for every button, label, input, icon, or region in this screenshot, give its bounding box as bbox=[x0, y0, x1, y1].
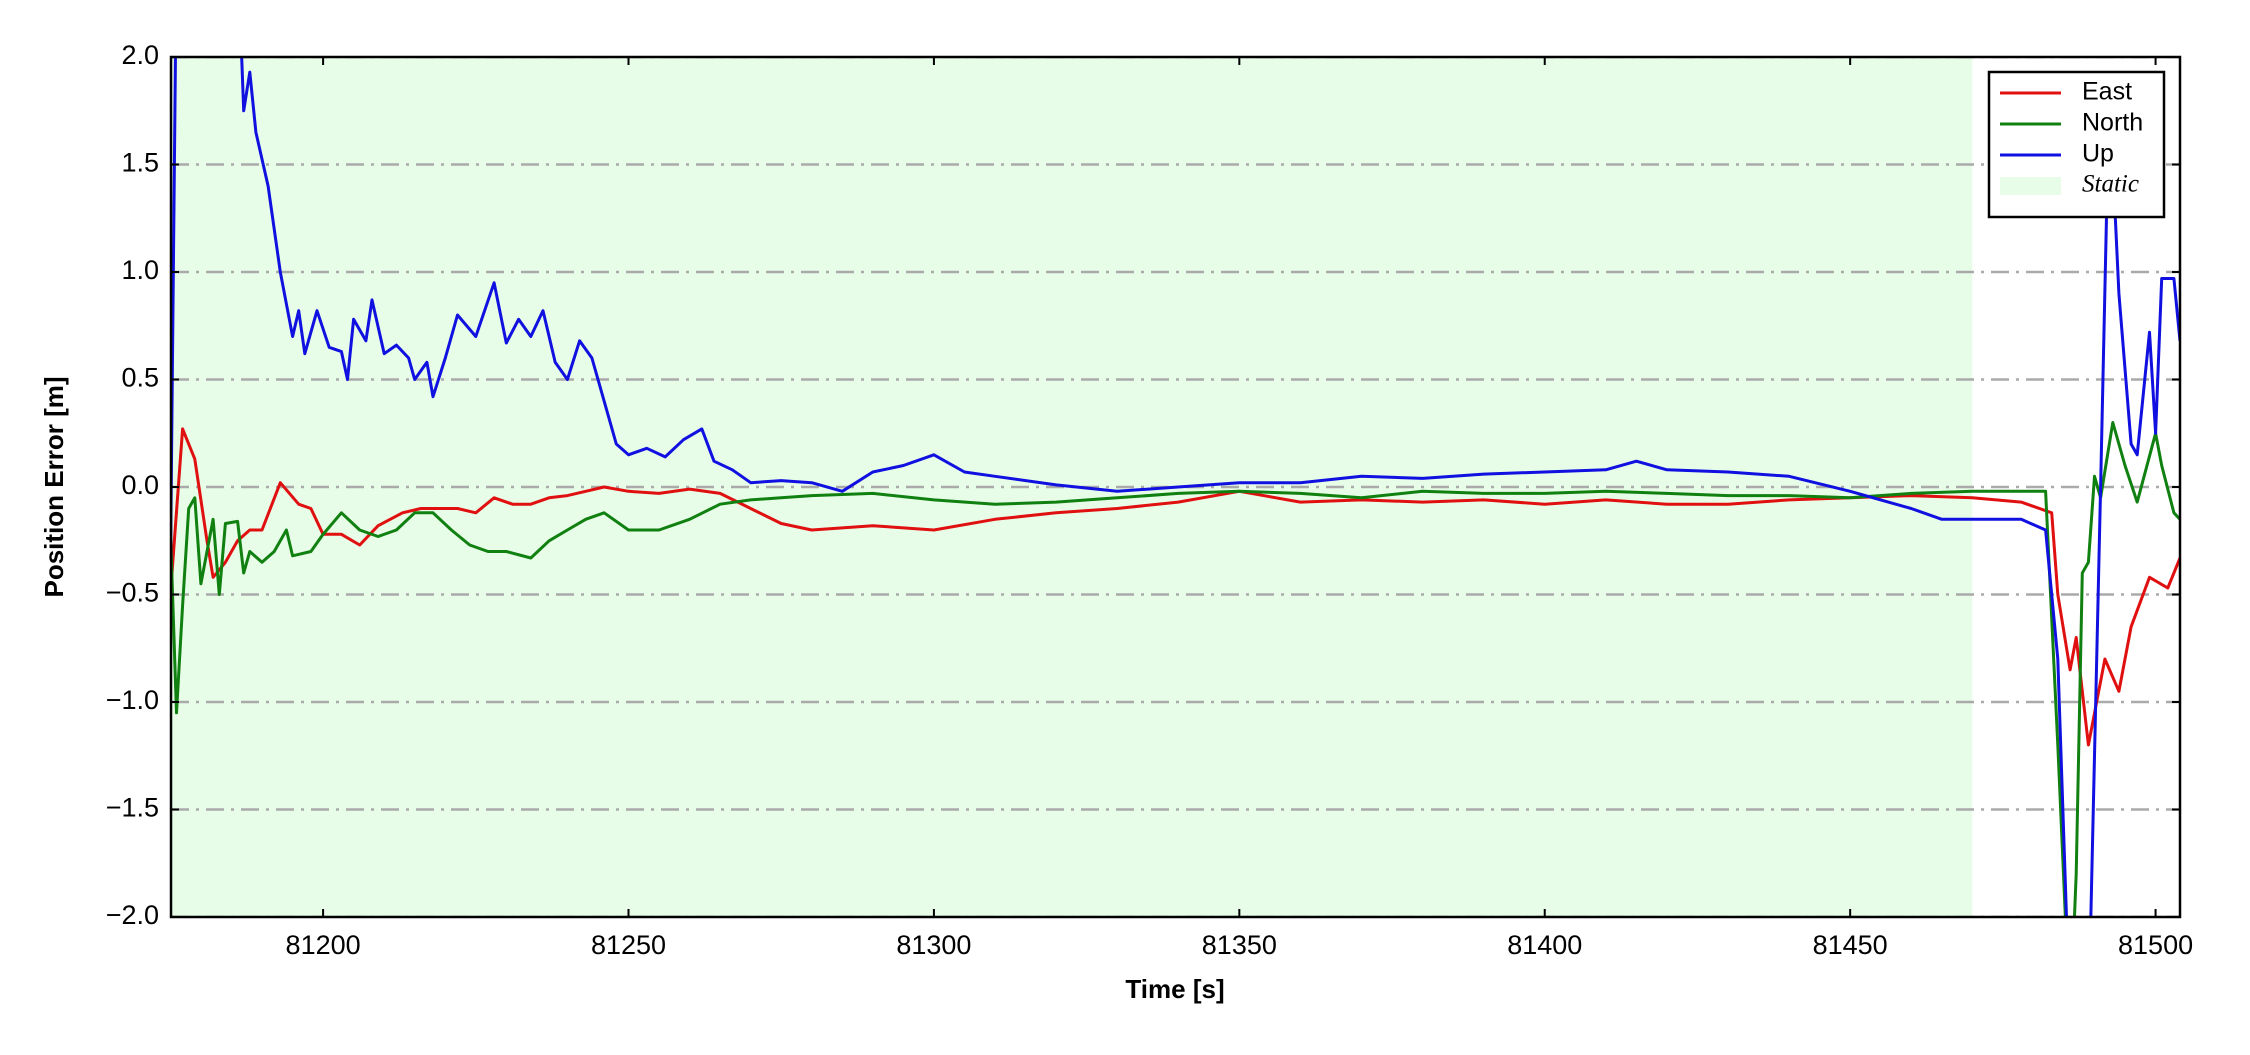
y-tick-label: −1.0 bbox=[106, 685, 159, 715]
legend-label: Static bbox=[2082, 171, 2139, 198]
legend-label: North bbox=[2082, 109, 2143, 137]
y-tick-label: 0.5 bbox=[121, 363, 159, 393]
x-tick-label: 81500 bbox=[2118, 930, 2193, 960]
y-tick-label: −0.5 bbox=[106, 578, 159, 608]
x-tick-label: 81300 bbox=[896, 930, 971, 960]
y-tick-label: −1.5 bbox=[106, 793, 159, 823]
x-axis-label: Time [s] bbox=[1125, 974, 1224, 1004]
y-tick-label: 0.0 bbox=[121, 470, 159, 500]
y-tick-label: −2.0 bbox=[106, 900, 159, 930]
plot-frame bbox=[169, 55, 2182, 919]
x-tick-label: 81250 bbox=[591, 930, 666, 960]
y-tick-label: 1.0 bbox=[121, 255, 159, 285]
x-tick-label: 81400 bbox=[1507, 930, 1582, 960]
y-tick-label: 2.0 bbox=[121, 40, 159, 70]
legend-label: Up bbox=[2082, 140, 2114, 168]
legend-swatch bbox=[2000, 177, 2061, 195]
x-tick-label: 81350 bbox=[1202, 930, 1277, 960]
legend-label: East bbox=[2082, 78, 2132, 106]
plot-area bbox=[171, 57, 2180, 917]
series-line bbox=[171, 421, 2180, 917]
x-tick-label: 81200 bbox=[286, 930, 361, 960]
y-axis-label: Position Error [m] bbox=[39, 376, 69, 597]
y-tick-label: 1.5 bbox=[121, 148, 159, 178]
series-line bbox=[171, 57, 2180, 917]
series-line bbox=[171, 427, 2180, 747]
x-tick-label: 81450 bbox=[1813, 930, 1888, 960]
